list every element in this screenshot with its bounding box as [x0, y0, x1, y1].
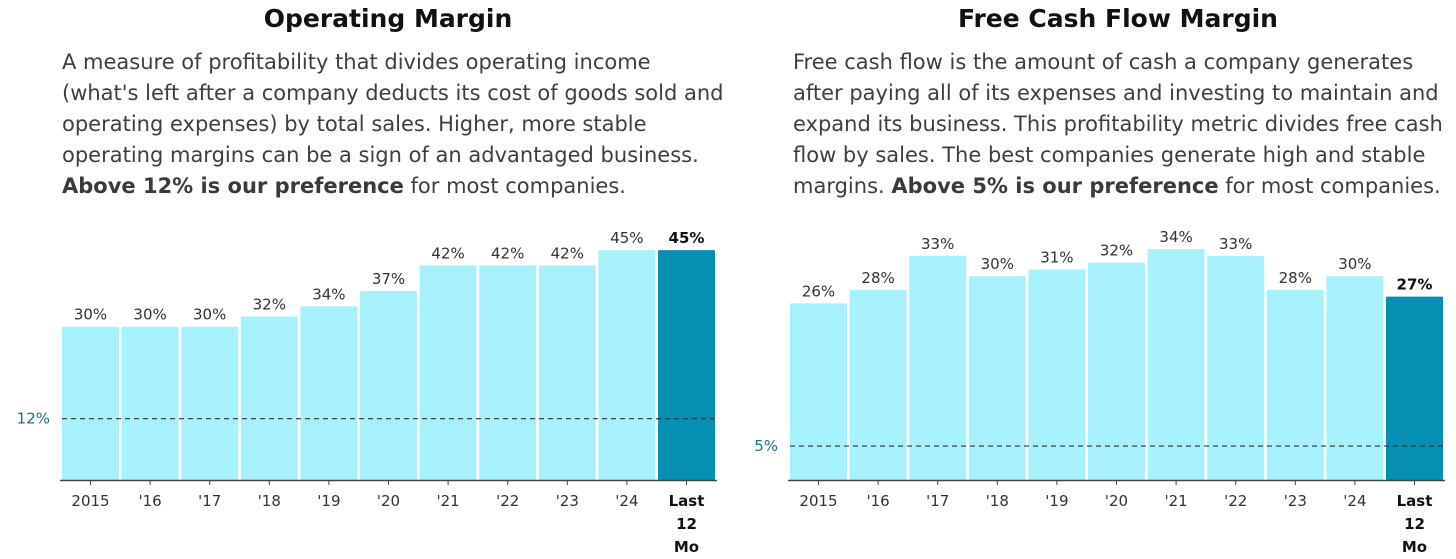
description-text: Free cash flow is the amount of cash a c…: [793, 50, 1443, 198]
x-tick-label: Last: [1397, 492, 1433, 510]
x-tick-label: 12: [676, 515, 697, 533]
bar-value-label: 32%: [1100, 242, 1133, 260]
x-tick-label: '22: [1224, 492, 1247, 510]
bar: [968, 276, 1026, 480]
x-tick-label: '16: [866, 492, 889, 510]
bar-value-label: 30%: [981, 255, 1014, 273]
x-tick-label: 2015: [799, 492, 837, 510]
chart-title: Operating Margin: [263, 4, 513, 33]
x-tick-label: '21: [436, 492, 459, 510]
operating-margin-panel: Operating Margin A measure of profitabil…: [17, 4, 724, 556]
description-emphasis: Above 5% is our preference: [891, 174, 1219, 198]
bar-value-label: 45%: [669, 229, 705, 247]
bar-value-label: 34%: [1159, 228, 1192, 246]
x-tick-label: Last: [669, 492, 705, 510]
x-tick-label: Mo: [1402, 538, 1427, 556]
bar-value-label: 45%: [610, 229, 643, 247]
bar: [1326, 276, 1384, 480]
operating-margin-chart: 30% 2015 30% '16 30% '17 32% '18 34% '19 37% '20 42%…: [17, 229, 717, 556]
bar: [1088, 262, 1145, 480]
x-tick-label: '18: [986, 492, 1009, 510]
x-tick-label: '22: [496, 492, 519, 510]
bar-value-label: 42%: [431, 244, 464, 262]
highlight-bar: [658, 250, 715, 480]
bar-value-label: 28%: [1279, 269, 1312, 287]
reference-line-label: 12%: [17, 410, 50, 428]
x-tick-label: '17: [198, 492, 221, 510]
bar-value-label: 27%: [1397, 276, 1433, 294]
description-emphasis: Above 12% is our preference: [62, 174, 404, 198]
bar-value-label: 28%: [861, 269, 894, 287]
x-tick-label: '17: [926, 492, 949, 510]
x-tick-label: '18: [258, 492, 281, 510]
x-tick-label: '19: [317, 492, 340, 510]
highlight-bar: [1386, 296, 1443, 480]
bar: [1028, 269, 1086, 480]
x-tick-label: '24: [1343, 492, 1366, 510]
bar-value-label: 33%: [1219, 235, 1252, 253]
bar: [121, 326, 179, 480]
bar: [419, 265, 477, 480]
x-tick-label: '23: [556, 492, 579, 510]
bar-value-label: 42%: [491, 244, 524, 262]
chart-title: Free Cash Flow Margin: [958, 4, 1278, 33]
x-tick-label: '16: [138, 492, 161, 510]
bar: [1147, 249, 1205, 480]
x-tick-label: '21: [1164, 492, 1187, 510]
bar: [1207, 255, 1265, 480]
bar-value-label: 37%: [372, 270, 405, 288]
bar-value-label: 30%: [133, 306, 166, 324]
bar-value-label: 32%: [253, 296, 286, 314]
bar-value-label: 31%: [1040, 248, 1073, 266]
bar-value-label: 30%: [1338, 255, 1371, 273]
bar-value-label: 34%: [312, 285, 345, 303]
bar: [181, 326, 239, 480]
bar-value-label: 30%: [74, 306, 107, 324]
x-tick-label: '19: [1045, 492, 1068, 510]
x-tick-label: '24: [615, 492, 638, 510]
chart-description: Free cash flow is the amount of cash a c…: [793, 47, 1453, 202]
x-tick-label: Mo: [674, 538, 699, 556]
bar: [360, 290, 417, 480]
chart-description: A measure of profitability that divides …: [62, 47, 724, 202]
description-tail: for most companies.: [403, 174, 626, 198]
bar-value-label: 42%: [551, 244, 584, 262]
bar-value-label: 33%: [921, 235, 954, 253]
bar: [909, 255, 967, 480]
x-tick-label: '23: [1284, 492, 1307, 510]
bar: [62, 326, 119, 480]
bar: [790, 303, 847, 480]
bar: [538, 265, 596, 480]
bar: [300, 306, 358, 480]
bar: [479, 265, 537, 480]
x-tick-label: 2015: [71, 492, 109, 510]
bar-value-label: 26%: [802, 282, 835, 300]
x-tick-label: '20: [377, 492, 400, 510]
bar: [240, 316, 298, 480]
bar: [849, 289, 907, 480]
reference-line-label: 5%: [754, 437, 778, 455]
description-tail: for most companies.: [1218, 174, 1441, 198]
free-cash-flow-margin-panel: Free Cash Flow Margin Free cash flow is …: [728, 0, 1456, 559]
x-tick-label: '20: [1105, 492, 1128, 510]
description-text: A measure of profitability that divides …: [62, 50, 724, 167]
x-tick-label: 12: [1404, 515, 1425, 533]
bar-value-label: 30%: [193, 306, 226, 324]
bar: [598, 250, 656, 480]
bar: [1266, 289, 1324, 480]
free-cash-flow-margin-chart: 26% 2015 28% '16 33% '17 30% '18 31% '19 32% '20 34%…: [754, 228, 1445, 556]
